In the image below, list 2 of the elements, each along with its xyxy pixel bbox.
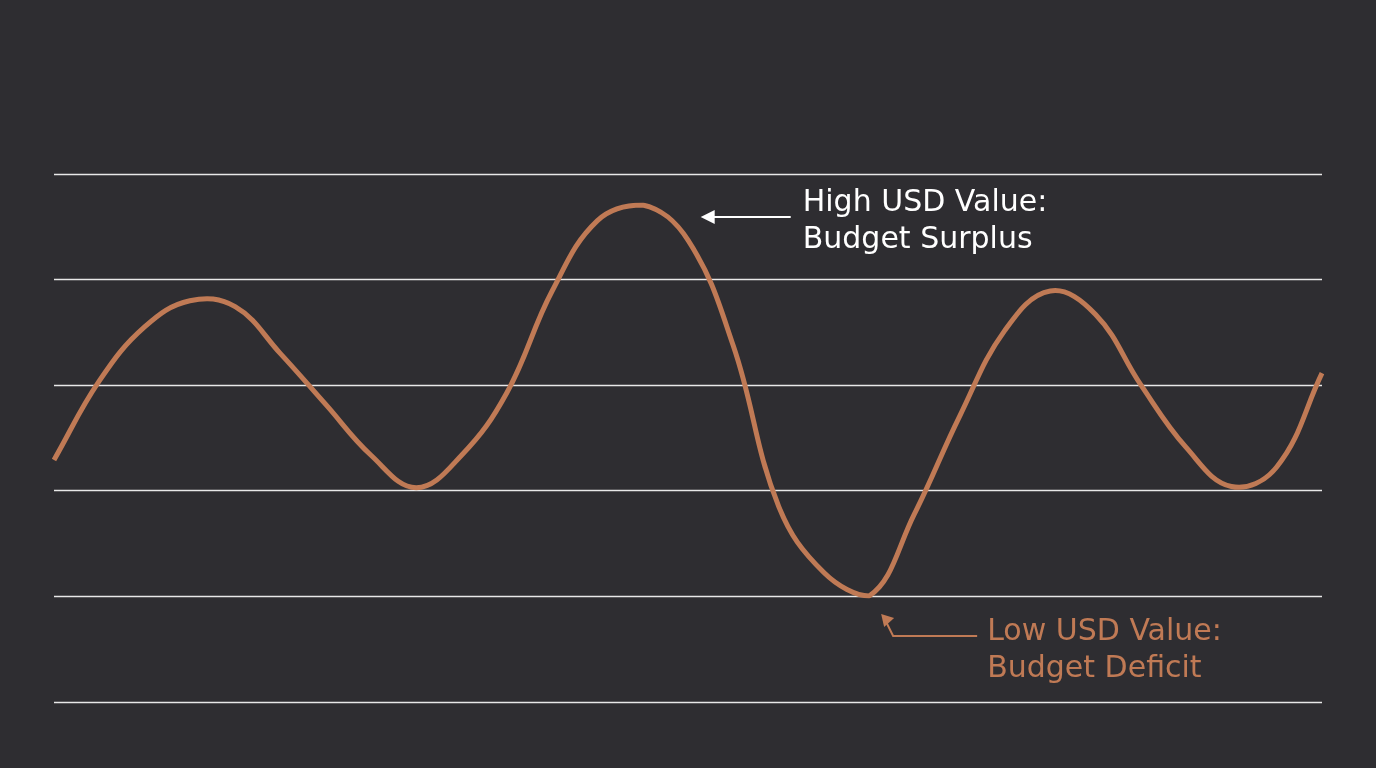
text: Low USD Value: Budget Deficit [987,611,1222,684]
annotation: High USD Value: Budget Surplus [802,182,1048,255]
